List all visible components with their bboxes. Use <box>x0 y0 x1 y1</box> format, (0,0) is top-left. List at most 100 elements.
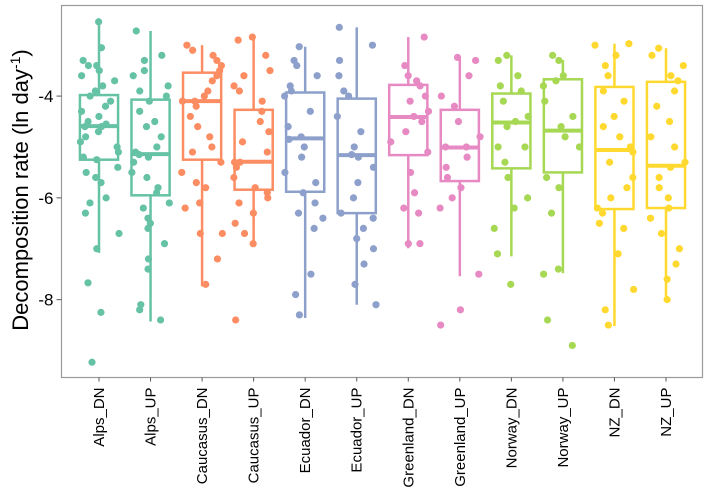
data-point <box>251 184 259 192</box>
data-point <box>281 92 289 100</box>
data-point <box>454 117 463 126</box>
data-point <box>248 33 256 41</box>
data-point <box>450 102 459 110</box>
data-point <box>514 72 522 80</box>
data-point <box>490 224 498 232</box>
data-point <box>507 280 515 288</box>
data-point <box>465 72 473 80</box>
data-point <box>143 173 151 182</box>
data-point <box>646 214 655 222</box>
data-point <box>499 97 507 105</box>
data-point <box>424 107 433 115</box>
data-point <box>610 112 618 121</box>
data-point <box>82 168 90 177</box>
data-point <box>625 40 633 48</box>
data-point <box>406 97 414 105</box>
data-point <box>142 123 151 131</box>
data-point <box>501 158 509 166</box>
data-point <box>238 138 247 146</box>
data-point <box>258 107 266 115</box>
data-point <box>77 107 86 115</box>
data-point <box>524 112 532 121</box>
data-point <box>230 82 238 90</box>
data-point <box>140 67 148 75</box>
data-point <box>368 41 377 49</box>
data-point <box>416 82 424 90</box>
data-point <box>130 158 138 166</box>
data-point <box>552 77 560 85</box>
data-point <box>547 209 556 217</box>
data-point <box>209 51 217 59</box>
data-point <box>569 112 577 121</box>
data-point <box>84 279 92 287</box>
data-point <box>153 143 161 151</box>
data-point <box>655 173 663 182</box>
data-point <box>95 18 103 26</box>
data-point <box>369 163 378 171</box>
data-point <box>404 72 412 80</box>
data-point <box>183 41 191 49</box>
data-point <box>595 219 603 227</box>
data-point <box>128 168 136 177</box>
data-point <box>114 148 122 156</box>
box <box>439 108 481 183</box>
data-point <box>555 184 563 192</box>
data-point <box>265 128 273 136</box>
data-point <box>335 56 344 65</box>
data-point <box>157 133 165 141</box>
data-point <box>401 61 409 70</box>
data-point <box>335 72 343 80</box>
data-point <box>496 82 504 90</box>
data-point <box>86 92 94 100</box>
data-point <box>76 138 85 146</box>
data-point <box>357 128 365 136</box>
data-point <box>132 27 140 35</box>
y-tick-label: -4 <box>38 87 53 106</box>
data-point <box>441 143 450 151</box>
data-point <box>664 194 672 202</box>
data-point <box>599 123 607 131</box>
data-point <box>79 56 87 65</box>
data-point <box>599 87 607 95</box>
box-group-Norway_DN <box>490 51 532 288</box>
data-point <box>249 209 257 217</box>
data-point <box>372 301 380 309</box>
data-point <box>281 168 289 177</box>
data-point <box>415 209 423 217</box>
data-point <box>292 290 300 299</box>
data-point <box>353 234 361 243</box>
data-point <box>559 72 567 80</box>
data-point <box>665 204 673 212</box>
data-point <box>510 204 518 212</box>
data-point <box>95 67 103 75</box>
data-point <box>665 117 674 126</box>
data-point <box>541 97 549 105</box>
x-tick-label: Alps_DN <box>91 388 108 447</box>
data-point <box>503 123 511 131</box>
x-tick-label: Norway_DN <box>503 388 520 469</box>
data-point <box>213 56 221 65</box>
data-point <box>249 240 257 248</box>
data-point <box>295 43 303 51</box>
data-point <box>666 163 675 171</box>
x-tick-label: Ecuador_UP <box>349 388 366 473</box>
data-point <box>593 204 601 212</box>
data-point <box>136 107 144 115</box>
data-point <box>106 97 115 105</box>
data-point <box>387 138 395 146</box>
data-point <box>202 280 210 288</box>
data-point <box>653 102 661 110</box>
box-group-NZ_UP <box>645 44 689 304</box>
data-point <box>437 92 445 100</box>
data-point <box>140 56 149 65</box>
data-point <box>462 143 470 151</box>
data-point <box>554 265 562 273</box>
data-point <box>285 135 293 143</box>
data-point <box>561 133 569 141</box>
data-point <box>208 77 216 85</box>
data-point <box>236 158 244 166</box>
data-point <box>557 123 565 131</box>
data-point <box>256 117 264 126</box>
data-point <box>213 72 221 80</box>
data-point <box>102 194 110 202</box>
